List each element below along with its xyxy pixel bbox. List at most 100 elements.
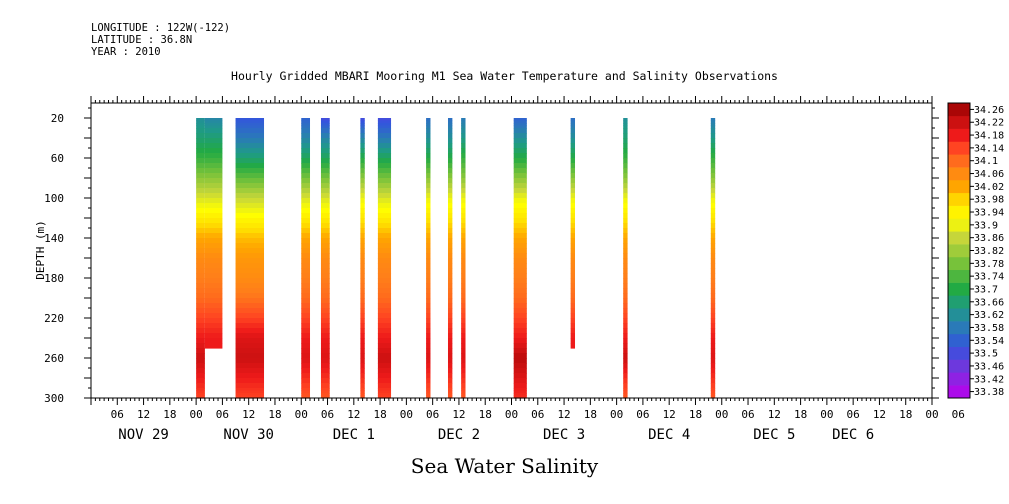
salinity-cell [377, 183, 392, 189]
salinity-cell [360, 395, 365, 399]
salinity-cell [570, 278, 576, 284]
profile-2 [235, 118, 265, 399]
salinity-cell [447, 298, 453, 304]
salinity-cell [320, 203, 330, 209]
salinity-cell [426, 153, 431, 159]
salinity-cell [426, 338, 431, 344]
salinity-cell [710, 303, 716, 309]
salinity-cell [426, 238, 431, 244]
salinity-cell [426, 248, 431, 254]
salinity-cell [301, 263, 311, 269]
day-label: DEC 1 [333, 427, 375, 443]
salinity-cell [196, 138, 205, 144]
salinity-cell [513, 243, 527, 249]
hour-tick-label: 00 [715, 408, 728, 421]
salinity-cell [461, 383, 466, 389]
salinity-cell [360, 133, 365, 139]
salinity-cell [461, 338, 466, 344]
salinity-cell [360, 390, 365, 394]
salinity-cell [570, 298, 576, 304]
salinity-cell [623, 233, 628, 239]
salinity-cell [710, 148, 716, 154]
salinity-cell [204, 328, 223, 334]
salinity-cell [710, 258, 716, 264]
salinity-cell [461, 303, 466, 309]
salinity-cell [377, 223, 392, 229]
salinity-cell [204, 343, 223, 349]
salinity-cell [301, 198, 311, 204]
salinity-cell [196, 168, 205, 174]
salinity-cell [447, 213, 453, 219]
salinity-cell [710, 308, 716, 314]
salinity-cell [196, 273, 205, 279]
salinity-cell [570, 313, 576, 319]
salinity-cell [301, 358, 311, 364]
salinity-cell [235, 148, 265, 154]
salinity-cell [360, 118, 365, 122]
salinity-cell [570, 238, 576, 244]
salinity-cell [301, 123, 311, 127]
salinity-cell [426, 193, 431, 199]
salinity-cell [360, 388, 365, 392]
hour-tick-label: 06 [531, 408, 544, 421]
salinity-cell [204, 183, 223, 189]
salinity-cell [570, 188, 576, 194]
salinity-cell [447, 253, 453, 259]
salinity-cell [623, 253, 628, 259]
salinity-cell [623, 125, 628, 129]
salinity-cell [426, 228, 431, 234]
salinity-cell [447, 323, 453, 329]
salinity-cell [570, 208, 576, 214]
profile-3 [301, 118, 311, 399]
salinity-cell [426, 133, 431, 139]
salinity-cell [623, 308, 628, 314]
bottom-title: Sea Water Salinity [410, 454, 599, 478]
salinity-cell [320, 253, 330, 259]
salinity-cell [235, 178, 265, 184]
salinity-cell [196, 120, 205, 124]
profile-11 [570, 118, 576, 349]
salinity-cell [301, 163, 311, 169]
salinity-cell [301, 338, 311, 344]
salinity-cell [623, 393, 628, 397]
salinity-cell [570, 178, 576, 184]
salinity-cell [320, 128, 330, 134]
salinity-cell [461, 125, 466, 129]
colorbar-swatch [948, 308, 970, 322]
salinity-cell [570, 273, 576, 279]
salinity-cell [360, 223, 365, 229]
salinity-cell [196, 268, 205, 274]
salinity-cell [377, 198, 392, 204]
salinity-cell [196, 158, 205, 164]
salinity-cell [301, 298, 311, 304]
salinity-cell [570, 143, 576, 149]
salinity-cell [320, 323, 330, 329]
salinity-cell [360, 203, 365, 209]
salinity-cell [710, 278, 716, 284]
salinity-cell [360, 338, 365, 344]
salinity-cell [377, 148, 392, 154]
salinity-cell [320, 258, 330, 264]
salinity-cell [204, 188, 223, 194]
profile-9 [461, 118, 466, 399]
salinity-cell [196, 128, 205, 134]
salinity-cell [710, 218, 716, 224]
salinity-cell [447, 123, 453, 127]
salinity-cell [570, 158, 576, 164]
salinity-cell [461, 168, 466, 174]
salinity-cell [710, 125, 716, 129]
salinity-cell [196, 318, 205, 324]
salinity-cell [196, 118, 205, 122]
salinity-cell [447, 393, 453, 397]
colorbar-label: 34.06 [974, 169, 1004, 180]
salinity-cell [426, 378, 431, 384]
colorbar-swatch [948, 256, 970, 271]
salinity-cell [377, 288, 392, 294]
salinity-cell [320, 143, 330, 149]
salinity-cell [623, 363, 628, 369]
salinity-cell [710, 348, 716, 354]
salinity-cell [377, 188, 392, 194]
salinity-cell [461, 358, 466, 364]
salinity-cell [710, 318, 716, 324]
salinity-cell [710, 123, 716, 127]
